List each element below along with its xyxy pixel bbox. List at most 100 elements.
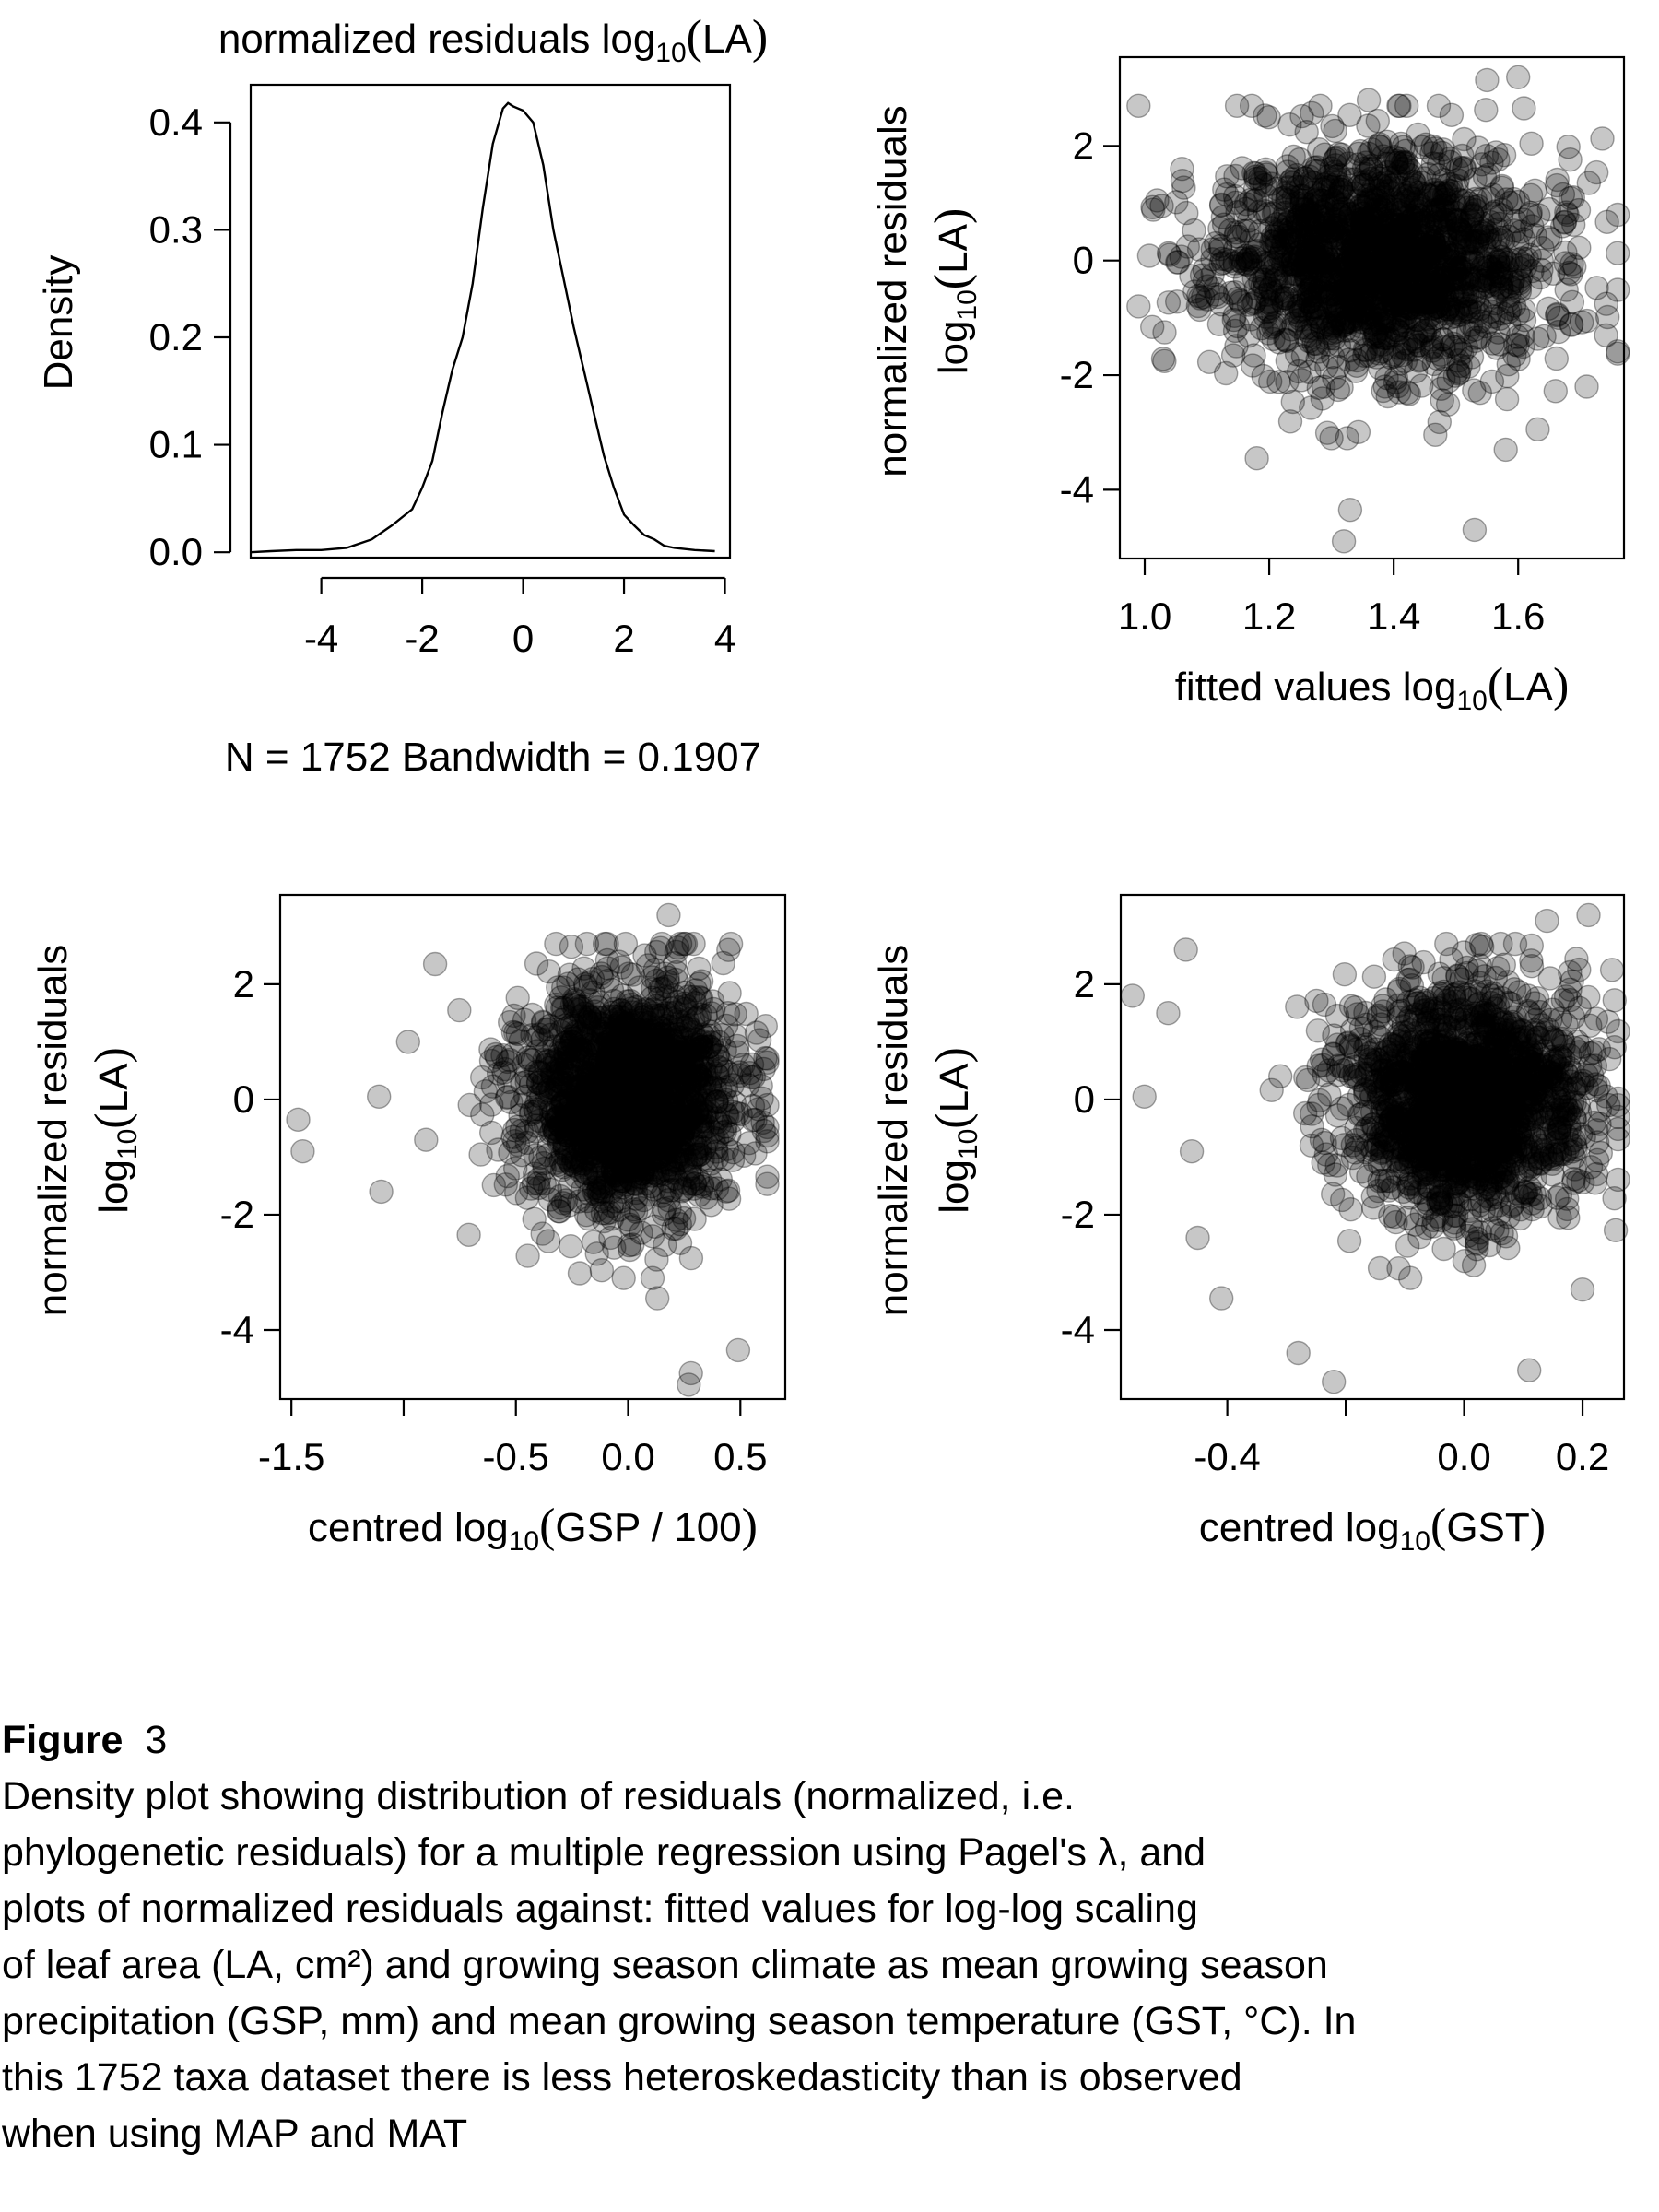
scatter-point [1312,275,1337,300]
scatter-point [1191,285,1216,310]
scatter-point [1395,216,1420,241]
scatter-point [1212,177,1237,202]
scatter-point [1459,246,1485,271]
scatter-point [1344,292,1369,318]
scatter-point [1385,224,1411,250]
scatter-point [1345,188,1371,214]
scatter-point [1460,203,1485,228]
x-tick-label: 2 [613,617,634,660]
scatter-point [1277,209,1301,234]
scatter-point [1416,234,1441,259]
scatter-point [1374,230,1399,255]
x-tick-label: -2 [405,617,439,660]
scatter-point [1275,180,1300,205]
scatter-point [1326,247,1351,273]
scatter-point [1559,252,1584,276]
scatter-point [1353,161,1378,187]
scatter-point [656,902,681,928]
scatter-point [1368,264,1394,288]
scatter-point [1553,240,1578,265]
scatter-point [1324,191,1349,216]
scatter-point [1367,259,1393,285]
scatter-point [1275,348,1300,373]
scatter-point [1261,326,1286,352]
scatter-point [1418,244,1444,269]
scatter-point [1349,171,1374,195]
scatter-point [1394,294,1419,319]
scatter-point [1280,251,1305,276]
scatter-point [1323,209,1348,234]
scatter-point [1435,241,1460,265]
x-tick-label: 1.0 [1118,594,1171,638]
scatter-point [1480,256,1505,282]
scatter-point [1339,272,1365,297]
scatter-point [1367,356,1393,381]
scatter-point [1381,283,1406,309]
scatter-point [1326,333,1352,359]
scatter-point [572,971,598,997]
scatter-point [1257,369,1283,394]
scatter-point [1320,1182,1346,1206]
scatter-point [1319,426,1344,451]
scatter-point [1435,297,1461,322]
scatter-point [1425,282,1450,307]
scatter-point [1382,144,1407,170]
scatter-point [679,1088,705,1113]
scatter-point [1472,164,1498,190]
scatter-point [1320,266,1345,292]
scatter-point [1406,269,1431,295]
scatter-point [1469,256,1494,281]
scatter-point [1253,198,1277,224]
scatter-point [1446,208,1472,233]
scatter-point [1452,269,1477,295]
scatter-point [1431,366,1456,391]
density-title: normalized residuals log10(LA) [218,11,768,68]
scatter-point [1474,143,1500,169]
scatter-point [1356,213,1381,238]
scatter-point [1359,136,1384,162]
scatter-point [1387,217,1412,241]
scatter-point [1417,278,1441,304]
scatter-point [1231,218,1256,244]
y-tick-label: -4 [220,1308,254,1351]
scatter-point [1373,272,1399,297]
scatter-point [1286,209,1311,235]
scatter-point [1344,265,1369,291]
scatter-point [1477,310,1502,335]
scatter-point [1353,267,1379,292]
scatter-point [1494,255,1519,280]
scatter-point [1483,199,1508,224]
scatter-point [1288,202,1314,228]
scatter-point [1255,289,1280,315]
scatter-point [1300,100,1324,126]
scatter-point [1483,272,1508,297]
scatter-point [1394,150,1419,175]
scatter-point [1505,247,1530,272]
scatter-point [1316,254,1342,279]
scatter-point [1307,295,1333,321]
scatter-point [1259,289,1284,314]
scatter-point [1185,293,1211,319]
scatter-point [1150,347,1176,371]
scatter-point [1385,373,1410,399]
scatter-point [724,1033,750,1059]
scatter-point [1346,263,1371,288]
scatter-point [1241,343,1266,368]
scatter-point [1554,200,1579,225]
scatter-point [1369,274,1394,299]
scatter-point [1323,297,1348,323]
scatter-point [1495,363,1520,389]
scatter-point [1351,296,1376,322]
scatter-point [1366,332,1391,357]
scatter-point [1399,207,1424,232]
scatter-point [1236,292,1262,317]
scatter-point [1300,296,1325,322]
scatter-point [1547,305,1571,331]
scatter-point [1302,295,1328,320]
scatter-point [1258,250,1283,275]
scatter-point [1300,193,1326,218]
scatter-point [1321,187,1346,213]
scatter-point [1309,237,1334,262]
scatter-point [1546,319,1571,345]
scatter-point [1434,232,1460,257]
